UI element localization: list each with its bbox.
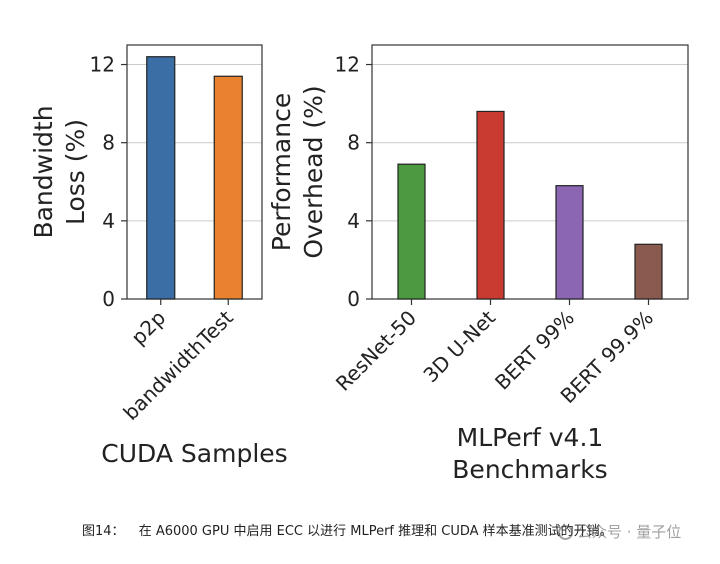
y-tick-label: 0 <box>347 287 360 311</box>
y-axis-label: Bandwidth <box>29 105 58 238</box>
x-axis-label: Benchmarks <box>452 455 607 484</box>
watermark-text: 公众号 · 量子位 <box>577 523 682 541</box>
bar <box>555 185 584 300</box>
bar <box>146 56 176 300</box>
figure-caption: 图14： 在 A6000 GPU 中启用 ECC 以进行 MLPerf 推理和 … <box>82 520 613 539</box>
x-tick-label: ResNet-50 <box>331 306 421 396</box>
watermark: 公众号 · 量子位 <box>558 521 681 542</box>
x-tick-label: 3D U-Net <box>418 305 500 387</box>
y-axis-label: Performance <box>267 93 296 251</box>
x-axis-label: CUDA Samples <box>101 439 287 468</box>
bar <box>213 75 243 300</box>
bar <box>476 110 505 300</box>
plot-frame <box>371 44 689 300</box>
y-tick-label: 4 <box>102 209 115 233</box>
y-axis-label: Loss (%) <box>61 119 90 225</box>
y-axis-label: Overhead (%) <box>299 85 328 258</box>
caption-figure-number: 图14： <box>82 524 125 539</box>
bar <box>397 163 426 300</box>
x-axis-label: MLPerf v4.1 <box>457 423 604 452</box>
plot-frame <box>126 44 263 300</box>
x-tick-label: p2p <box>126 306 170 350</box>
y-tick-label: 12 <box>90 53 115 77</box>
caption-text: 在 A6000 GPU 中启用 ECC 以进行 MLPerf 推理和 CUDA … <box>138 524 613 539</box>
wechat-icon <box>558 525 573 540</box>
y-tick-label: 4 <box>347 209 360 233</box>
bar <box>634 243 663 300</box>
y-tick-label: 8 <box>102 131 115 155</box>
y-tick-label: 8 <box>347 131 360 155</box>
y-tick-label: 12 <box>335 53 360 77</box>
y-tick-label: 0 <box>102 287 115 311</box>
